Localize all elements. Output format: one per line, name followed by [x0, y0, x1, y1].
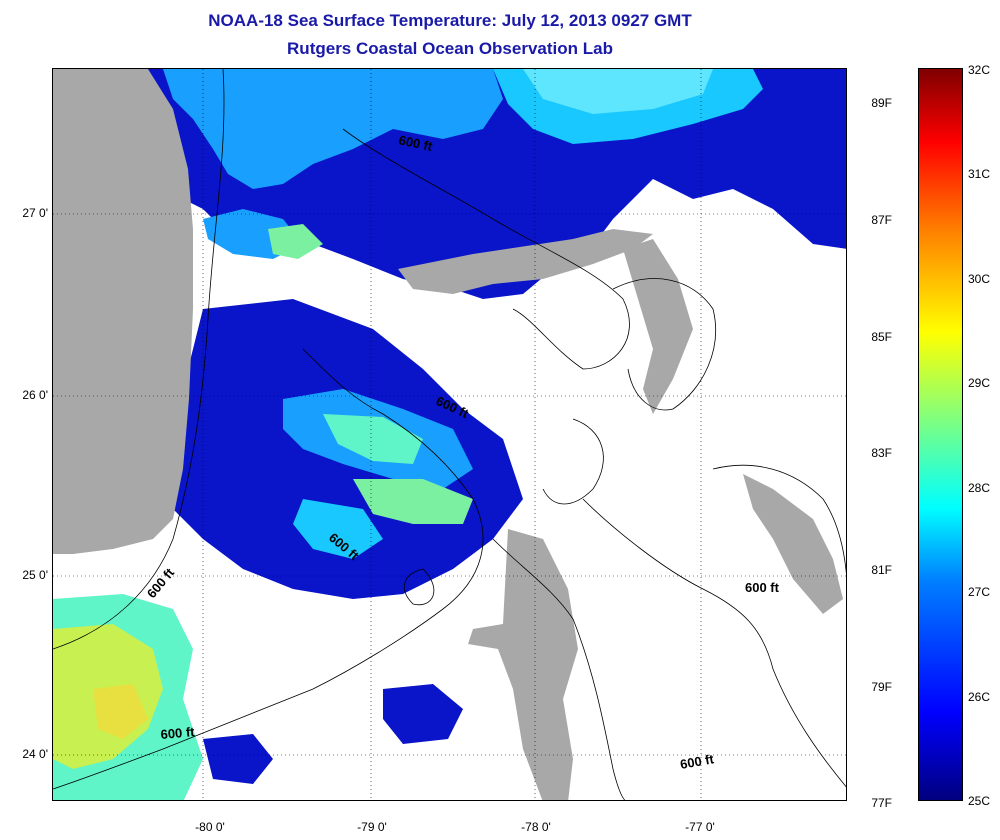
map-subtitle: Rutgers Coastal Ocean Observation Lab: [287, 39, 613, 58]
land: [53, 69, 843, 800]
colorbar-celsius-label: 31C: [968, 167, 991, 181]
colorbar-celsius-label: 30C: [968, 272, 991, 286]
contour-label: 600 ft: [745, 580, 780, 595]
grid: [53, 69, 846, 800]
sst-field: [53, 69, 846, 800]
colorbar-fahrenheit-label: 79F: [871, 680, 892, 694]
colorbar-fahrenheit-label: 87F: [871, 213, 892, 227]
colorbar-celsius-label: 32C: [968, 63, 991, 77]
colorbar-celsius-label: 29C: [968, 376, 991, 390]
colorbar-fahrenheit-label: 83F: [871, 446, 892, 460]
colorbar-fahrenheit-label: 85F: [871, 330, 892, 344]
y-tick-label: 26 0': [22, 388, 48, 402]
sst-map[interactable]: 600 ft 600 ft 600 ft 600 ft 600 ft 600 f…: [52, 68, 847, 801]
x-tick-label: -77 0': [685, 820, 715, 834]
contour-label: 600 ft: [144, 565, 178, 601]
colorbar-fahrenheit-label: 89F: [871, 96, 892, 110]
colorbar: [918, 68, 963, 801]
isobaths: [53, 69, 846, 800]
y-tick-label: 24 0': [22, 747, 48, 761]
x-tick-label: -80 0': [195, 820, 225, 834]
sst-map-canvas: 600 ft 600 ft 600 ft 600 ft 600 ft 600 f…: [53, 69, 846, 800]
y-tick-label: 25 0': [22, 568, 48, 582]
contour-label: 600 ft: [679, 751, 716, 772]
map-title: NOAA-18 Sea Surface Temperature: July 12…: [208, 11, 692, 30]
colorbar-fahrenheit-label: 77F: [871, 796, 892, 810]
contour-label: 600 ft: [397, 132, 434, 154]
colorbar-celsius-label: 26C: [968, 690, 991, 704]
colorbar-celsius-label: 27C: [968, 585, 991, 599]
contour-label: 600 ft: [160, 724, 196, 742]
x-tick-label: -78 0': [521, 820, 551, 834]
colorbar-celsius-label: 28C: [968, 481, 991, 495]
colorbar-celsius-label: 25C: [968, 794, 991, 808]
y-tick-label: 27 0': [22, 206, 48, 220]
x-tick-label: -79 0': [357, 820, 387, 834]
colorbar-fahrenheit-label: 81F: [871, 563, 892, 577]
